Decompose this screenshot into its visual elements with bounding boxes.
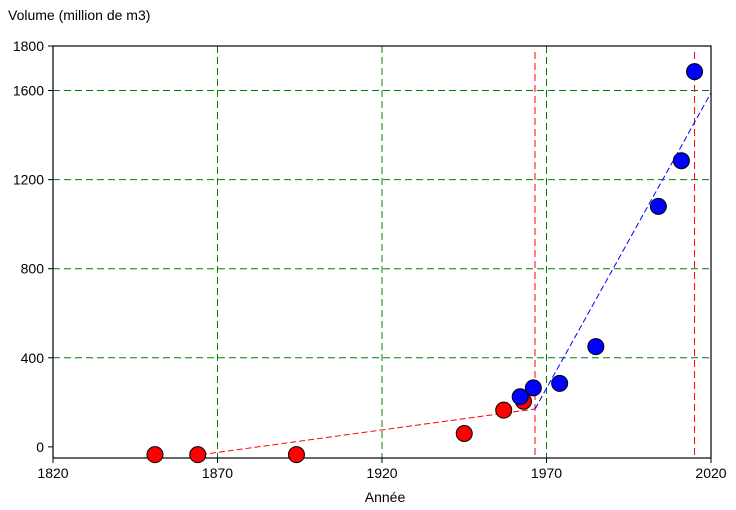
y-tick-label: 1600 [13, 83, 44, 99]
trend-line [200, 408, 536, 456]
y-tick-label: 400 [21, 350, 45, 366]
data-point [287, 446, 305, 464]
data-point [511, 388, 529, 406]
trend-lines [200, 92, 712, 456]
grid [53, 46, 711, 458]
x-tick-label: 1820 [37, 465, 68, 481]
y-axis-title: Volume (million de m3) [8, 7, 150, 23]
x-tick-label: 1870 [202, 465, 233, 481]
data-point [455, 425, 473, 443]
y-ticks: 0 400 800 1200 1600 1800 [13, 38, 53, 455]
data-point [672, 152, 690, 170]
data-point [495, 401, 513, 419]
data-point [189, 446, 207, 464]
data-point [524, 379, 542, 397]
x-tick-label: 1920 [366, 465, 397, 481]
data-point [649, 197, 667, 215]
data-point [587, 338, 605, 356]
y-tick-label: 1800 [13, 38, 44, 54]
data-points [146, 63, 704, 464]
trend-line [534, 92, 712, 410]
data-point [551, 374, 569, 392]
x-tick-label: 1970 [531, 465, 562, 481]
data-point [146, 446, 164, 464]
x-tick-label: 2020 [695, 465, 726, 481]
y-tick-label: 800 [21, 261, 45, 277]
x-axis-title: Année [365, 489, 406, 505]
y-tick-label: 0 [36, 439, 44, 455]
vertical-markers [534, 52, 696, 458]
data-point [686, 63, 704, 81]
x-ticks: 1820 1870 1920 1970 2020 [37, 458, 727, 481]
y-tick-label: 1200 [13, 172, 44, 188]
